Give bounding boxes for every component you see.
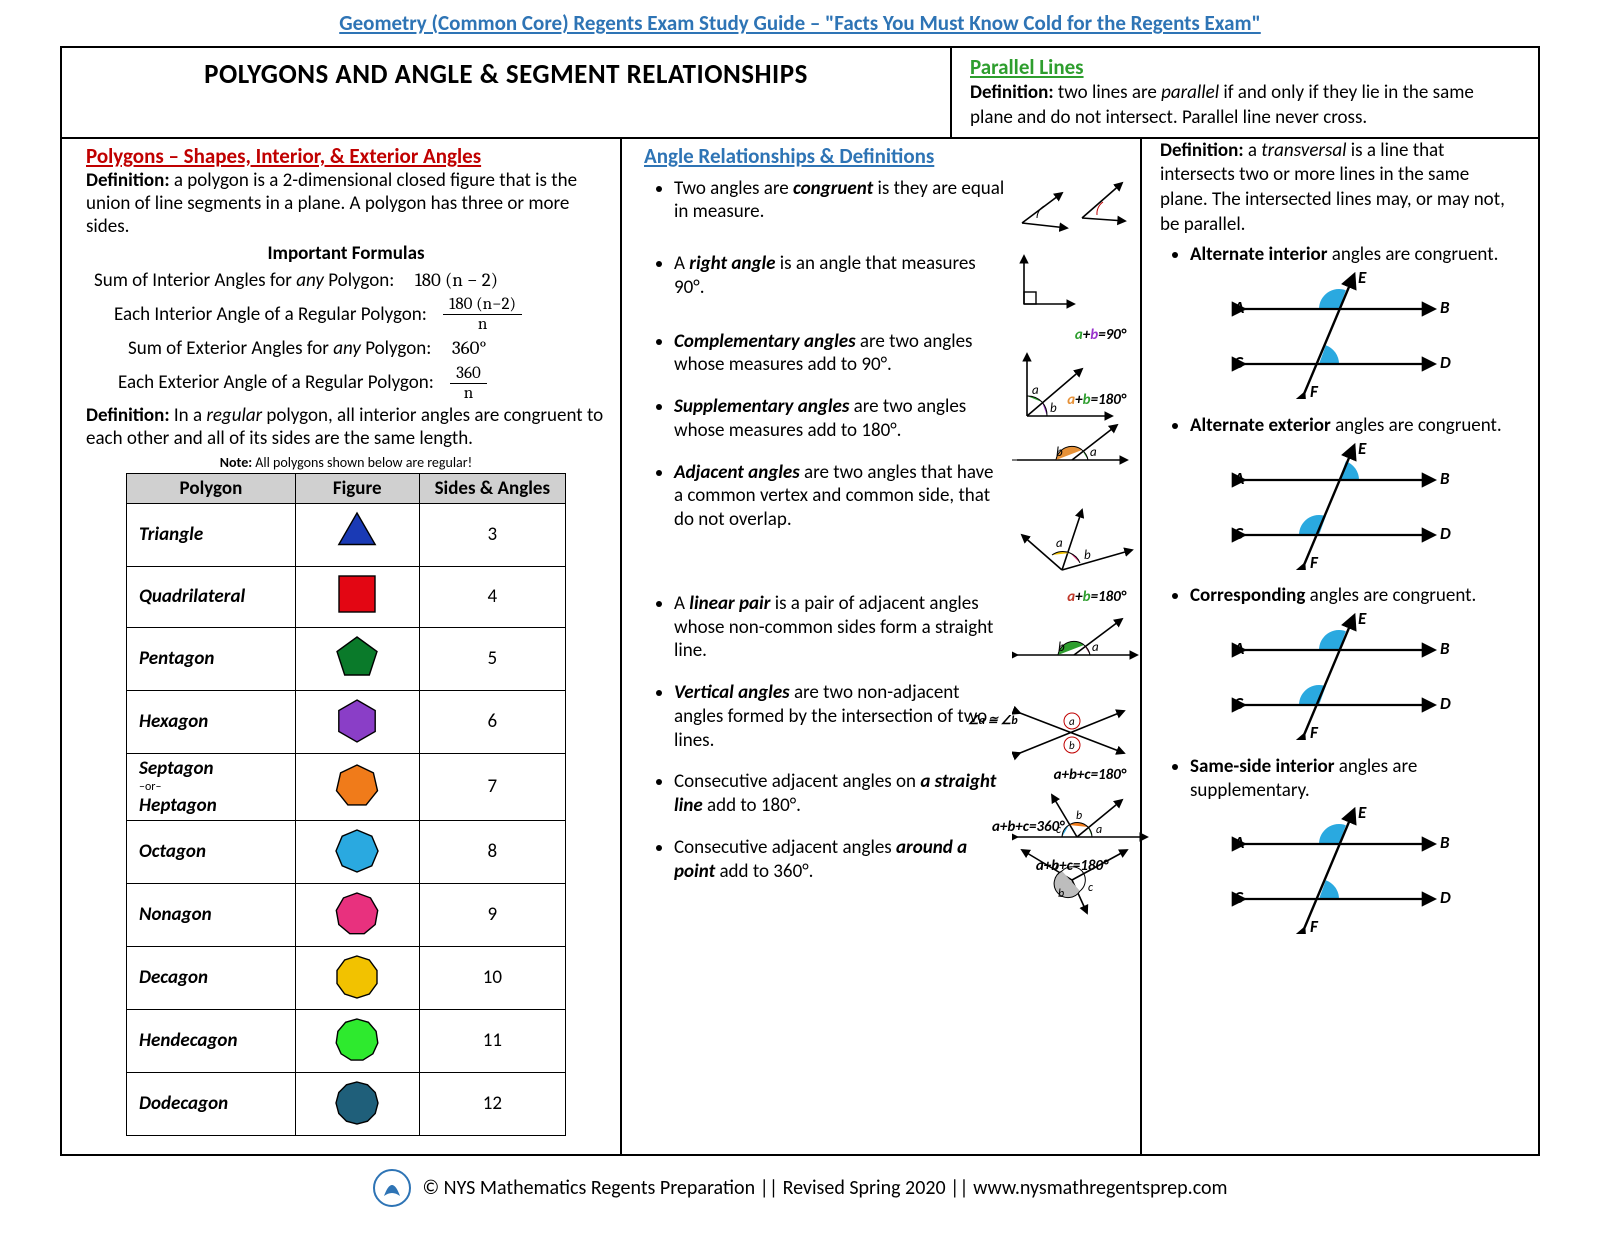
svg-text:c: c xyxy=(1088,881,1093,895)
angle-item: Vertical angles are two non-adjacent ang… xyxy=(674,681,1126,752)
svg-text:a: a xyxy=(1092,640,1099,655)
parallel-diagram: A B C D E F xyxy=(1224,269,1520,406)
svg-text:F: F xyxy=(1310,916,1319,934)
parallel-diagram: A B C D E F xyxy=(1224,804,1520,941)
column-parallel: Definition: a transversal is a line that… xyxy=(1142,139,1538,1154)
parallel-lines-intro: Parallel Lines Definition: two lines are… xyxy=(952,48,1538,137)
svg-text:a: a xyxy=(1052,859,1058,873)
angle-diagram: ab xyxy=(1012,505,1132,592)
parallel-item: Alternate interior angles are congruent.… xyxy=(1190,243,1520,406)
parallel-diagram: A B C D E F xyxy=(1224,440,1520,577)
svg-text:D: D xyxy=(1440,523,1451,544)
svg-text:C: C xyxy=(1234,693,1244,714)
table-note: Note: Note: All polygons shown below are… xyxy=(86,454,606,471)
main-title: POLYGONS AND ANGLE & SEGMENT RELATIONSHI… xyxy=(62,48,952,137)
svg-text:A: A xyxy=(1233,297,1244,318)
svg-text:C: C xyxy=(1234,887,1244,908)
columns: Polygons – Shapes, Interior, & Exterior … xyxy=(62,139,1538,1154)
angle-item: Consecutive adjacent angles around a poi… xyxy=(674,836,1126,884)
svg-text:b: b xyxy=(1058,640,1065,655)
table-row: Pentagon5 xyxy=(127,627,566,690)
svg-text:A: A xyxy=(1233,638,1244,659)
th-figure: Figure xyxy=(295,473,419,503)
header-link-text: Geometry (Common Core) Regents Exam Stud… xyxy=(339,10,1261,36)
angle-item: Supplementary angles are two angles whos… xyxy=(674,395,1126,443)
svg-text:B: B xyxy=(1440,297,1450,318)
svg-text:F: F xyxy=(1310,552,1319,570)
regular-def: Definition: In a regular polygon, all in… xyxy=(86,404,606,450)
svg-text:E: E xyxy=(1358,804,1367,823)
svg-text:b: b xyxy=(1069,739,1075,752)
parallel-item: Same-side interior angles are supplement… xyxy=(1190,755,1520,941)
table-row: Decagon10 xyxy=(127,946,566,1009)
svg-text:D: D xyxy=(1440,693,1451,714)
svg-text:D: D xyxy=(1440,352,1451,373)
svg-text:B: B xyxy=(1440,832,1450,853)
angle-list: Two angles are congruent is they are equ… xyxy=(644,177,1126,884)
header-link[interactable]: Geometry (Common Core) Regents Exam Stud… xyxy=(60,6,1540,46)
polygons-heading: Polygons – Shapes, Interior, & Exterior … xyxy=(86,143,606,169)
footer: © NYS Mathematics Regents Preparation ||… xyxy=(60,1156,1540,1220)
svg-text:C: C xyxy=(1234,352,1244,373)
svg-text:b: b xyxy=(1084,548,1091,563)
angle-item: Adjacent angles are two angles that have… xyxy=(674,461,1126,532)
svg-text:b: b xyxy=(1058,887,1064,901)
angle-diagram xyxy=(1012,173,1132,240)
table-row: Hexagon6 xyxy=(127,690,566,753)
svg-text:C: C xyxy=(1234,523,1244,544)
table-row: Triangle3 xyxy=(127,503,566,566)
svg-text:B: B xyxy=(1440,468,1450,489)
polygon-def: Definition: a polygon is a 2-dimensional… xyxy=(86,169,606,238)
transversal-def: Definition: a transversal is a line that… xyxy=(1160,139,1520,238)
svg-text:F: F xyxy=(1310,722,1319,740)
table-row: Hendecagon11 xyxy=(127,1009,566,1072)
angle-diagram: ∠a ≅ ∠b a b xyxy=(1012,677,1132,770)
svg-text:E: E xyxy=(1358,610,1367,629)
svg-text:A: A xyxy=(1233,832,1244,853)
column-polygons: Polygons – Shapes, Interior, & Exterior … xyxy=(62,139,622,1154)
svg-text:a: a xyxy=(1069,715,1075,728)
angle-item: Consecutive adjacent angles on a straigh… xyxy=(674,770,1126,818)
angle-diagram: a+b=180° ba xyxy=(1012,588,1132,674)
svg-text:b: b xyxy=(1056,445,1063,460)
angle-diagram xyxy=(1012,248,1132,321)
parallel-item: Corresponding angles are congruent. A B … xyxy=(1190,584,1520,747)
polygon-table: Polygon Figure Sides & Angles Triangle3Q… xyxy=(126,473,566,1136)
page-frame: POLYGONS AND ANGLE & SEGMENT RELATIONSHI… xyxy=(60,46,1540,1156)
table-row: Dodecagon12 xyxy=(127,1072,566,1135)
angle-item: A linear pair is a pair of adjacent angl… xyxy=(674,592,1126,663)
svg-text:E: E xyxy=(1358,269,1367,288)
parallel-def-1: Definition: two lines are parallel if an… xyxy=(970,81,1520,130)
svg-text:B: B xyxy=(1440,638,1450,659)
svg-text:D: D xyxy=(1440,887,1451,908)
table-row: Septagon–or–Heptagon7 xyxy=(127,753,566,820)
formulas: Sum of Interior Angles for any Polygon: … xyxy=(86,267,606,402)
svg-text:a: a xyxy=(1056,536,1063,551)
svg-text:A: A xyxy=(1233,468,1244,489)
svg-text:a: a xyxy=(1090,445,1097,460)
table-row: Nonagon9 xyxy=(127,883,566,946)
formulas-title: Important Formulas xyxy=(86,242,606,265)
th-sides: Sides & Angles xyxy=(419,473,565,503)
th-polygon: Polygon xyxy=(127,473,296,503)
angles-heading: Angle Relationships & Definitions xyxy=(644,143,1126,169)
angle-item: A right angle is an angle that measures … xyxy=(674,252,1126,300)
svg-text:F: F xyxy=(1310,381,1319,399)
table-row: Quadrilateral4 xyxy=(127,566,566,627)
parallel-list: Alternate interior angles are congruent.… xyxy=(1160,243,1520,941)
footer-logo-icon xyxy=(372,1168,412,1208)
footer-text: © NYS Mathematics Regents Preparation ||… xyxy=(422,1176,1227,1200)
parallel-lines-heading: Parallel Lines xyxy=(970,54,1520,81)
parallel-diagram: A B C D E F xyxy=(1224,610,1520,747)
angle-item: Two angles are congruent is they are equ… xyxy=(674,177,1126,225)
table-row: Octagon8 xyxy=(127,820,566,883)
angle-diagram: a+b+c=360° abc xyxy=(1012,816,1132,922)
title-row: POLYGONS AND ANGLE & SEGMENT RELATIONSHI… xyxy=(62,48,1538,139)
angle-item: Complementary angles are two angles whos… xyxy=(674,330,1126,378)
column-angles: Angle Relationships & Definitions Two an… xyxy=(622,139,1142,1154)
svg-text:E: E xyxy=(1358,440,1367,459)
parallel-item: Alternate exterior angles are congruent.… xyxy=(1190,414,1520,577)
